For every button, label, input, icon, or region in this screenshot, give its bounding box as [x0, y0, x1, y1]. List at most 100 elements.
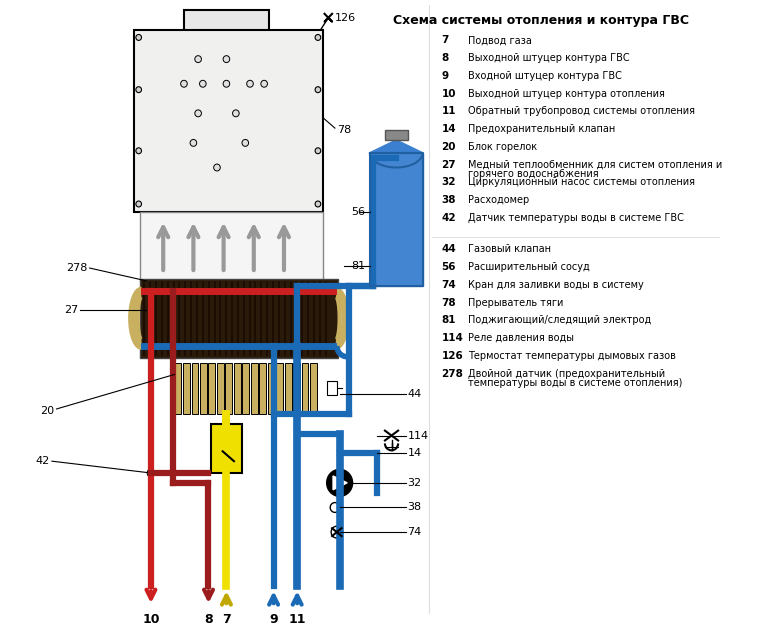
Circle shape: [136, 148, 141, 154]
Text: Блок горелок: Блок горелок: [468, 142, 537, 152]
Circle shape: [315, 34, 321, 40]
Text: 38: 38: [442, 195, 456, 205]
Text: 126: 126: [335, 13, 356, 23]
Text: Кран для заливки воды в систему: Кран для заливки воды в систему: [468, 280, 644, 290]
Text: 56: 56: [442, 262, 456, 272]
Text: 32: 32: [442, 177, 456, 187]
Bar: [208, 362, 215, 414]
Bar: [183, 362, 190, 414]
Bar: [293, 362, 300, 414]
Text: 14: 14: [408, 448, 422, 458]
Circle shape: [223, 80, 230, 87]
Circle shape: [330, 503, 339, 512]
Text: 9: 9: [270, 613, 278, 626]
Circle shape: [242, 139, 249, 146]
Text: 81: 81: [442, 315, 456, 325]
Circle shape: [247, 80, 253, 87]
Bar: [134, 29, 323, 212]
Text: Расширительный сосуд: Расширительный сосуд: [468, 262, 590, 272]
Bar: [174, 362, 181, 414]
Circle shape: [315, 87, 321, 93]
Circle shape: [315, 201, 321, 207]
Text: 11: 11: [289, 613, 306, 626]
Circle shape: [195, 56, 201, 63]
Polygon shape: [333, 476, 347, 490]
Text: 14: 14: [442, 124, 456, 134]
Text: 27: 27: [64, 305, 78, 315]
Text: 74: 74: [442, 280, 456, 290]
Bar: [327, 381, 337, 395]
Text: 7: 7: [442, 36, 449, 46]
Bar: [243, 362, 249, 414]
Polygon shape: [370, 153, 422, 286]
Text: 11: 11: [442, 107, 456, 117]
Bar: [184, 10, 269, 34]
Text: 10: 10: [442, 88, 456, 98]
Text: 9: 9: [442, 71, 449, 81]
Bar: [226, 362, 232, 414]
Text: 8: 8: [204, 613, 213, 626]
Text: Схема системы отопления и контура ГВС: Схема системы отопления и контура ГВС: [392, 14, 689, 27]
Polygon shape: [370, 140, 422, 153]
Bar: [310, 362, 317, 414]
Circle shape: [180, 80, 187, 87]
Text: Выходной штуцер контура ГВС: Выходной штуцер контура ГВС: [468, 53, 630, 63]
Bar: [302, 362, 309, 414]
Text: 44: 44: [442, 245, 456, 255]
Circle shape: [136, 201, 141, 207]
Bar: [217, 362, 223, 414]
Text: 278: 278: [66, 263, 88, 273]
Circle shape: [214, 164, 220, 171]
Text: 81: 81: [351, 261, 365, 271]
Text: 20: 20: [41, 406, 55, 416]
Bar: [200, 362, 207, 414]
Circle shape: [200, 80, 206, 87]
Text: 44: 44: [408, 389, 422, 399]
Circle shape: [147, 469, 154, 477]
Text: 114: 114: [408, 431, 429, 441]
Text: 114: 114: [442, 333, 463, 343]
Text: температуры воды в системе отопления): температуры воды в системе отопления): [468, 378, 682, 388]
Bar: [140, 279, 338, 357]
Bar: [268, 362, 274, 414]
Text: 78: 78: [337, 125, 351, 135]
Text: Реле давления воды: Реле давления воды: [468, 333, 574, 343]
Text: 42: 42: [442, 213, 456, 223]
Bar: [276, 362, 283, 414]
Text: Термостат температуры дымовых газов: Термостат температуры дымовых газов: [468, 350, 676, 361]
Text: горячего водоснабжения: горячего водоснабжения: [468, 169, 598, 179]
Circle shape: [261, 80, 267, 87]
Bar: [211, 424, 241, 473]
Text: Поджигающий/следящий электрод: Поджигающий/следящий электрод: [468, 315, 651, 325]
Text: 126: 126: [442, 350, 463, 361]
Text: 74: 74: [408, 527, 422, 537]
Text: 10: 10: [142, 613, 160, 626]
Text: Подвод газа: Подвод газа: [468, 36, 531, 46]
Text: Двойной датчик (предохранительный: Двойной датчик (предохранительный: [468, 369, 665, 379]
Text: 78: 78: [442, 298, 456, 308]
Circle shape: [233, 110, 239, 117]
Circle shape: [327, 470, 352, 496]
Bar: [285, 362, 292, 414]
Bar: [140, 212, 323, 281]
Text: 27: 27: [442, 160, 456, 170]
Text: 32: 32: [408, 478, 422, 488]
Bar: [251, 362, 257, 414]
Text: Циркуляционный насос системы отопления: Циркуляционный насос системы отопления: [468, 177, 695, 187]
Text: 7: 7: [222, 613, 231, 626]
Circle shape: [195, 110, 201, 117]
Bar: [191, 362, 198, 414]
Text: Медный теплообменник для систем отопления и: Медный теплообменник для систем отоплени…: [468, 160, 722, 170]
Text: 278: 278: [442, 369, 463, 379]
Text: 8: 8: [442, 53, 449, 63]
Text: 20: 20: [442, 142, 456, 152]
Circle shape: [315, 148, 321, 154]
Text: Прерыватель тяги: Прерыватель тяги: [468, 298, 563, 308]
Text: 42: 42: [36, 456, 50, 466]
Text: Газовый клапан: Газовый клапан: [468, 245, 551, 255]
Text: Входной штуцер контура ГВС: Входной штуцер контура ГВС: [468, 71, 622, 81]
Text: Предохранительный клапан: Предохранительный клапан: [468, 124, 615, 134]
Text: Датчик температуры воды в системе ГВС: Датчик температуры воды в системе ГВС: [468, 213, 684, 223]
Text: 56: 56: [351, 207, 365, 217]
Text: Выходной штуцер контура отопления: Выходной штуцер контура отопления: [468, 88, 665, 98]
